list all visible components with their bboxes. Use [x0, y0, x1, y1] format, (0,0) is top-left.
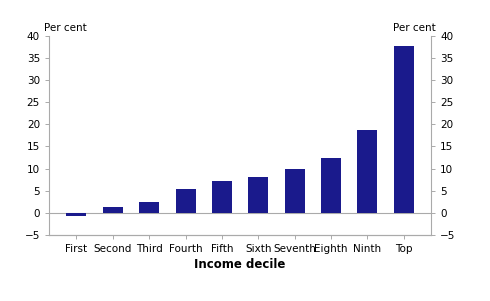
Bar: [175, 189, 196, 213]
Bar: [66, 213, 86, 216]
Text: Per cent: Per cent: [393, 23, 436, 33]
Bar: [321, 158, 341, 213]
Text: Per cent: Per cent: [44, 23, 87, 33]
Bar: [285, 169, 305, 213]
X-axis label: Income decile: Income decile: [195, 258, 286, 271]
Bar: [248, 176, 269, 213]
Bar: [103, 207, 123, 213]
Bar: [357, 130, 377, 213]
Bar: [212, 182, 232, 213]
Bar: [139, 202, 159, 213]
Bar: [394, 46, 414, 213]
